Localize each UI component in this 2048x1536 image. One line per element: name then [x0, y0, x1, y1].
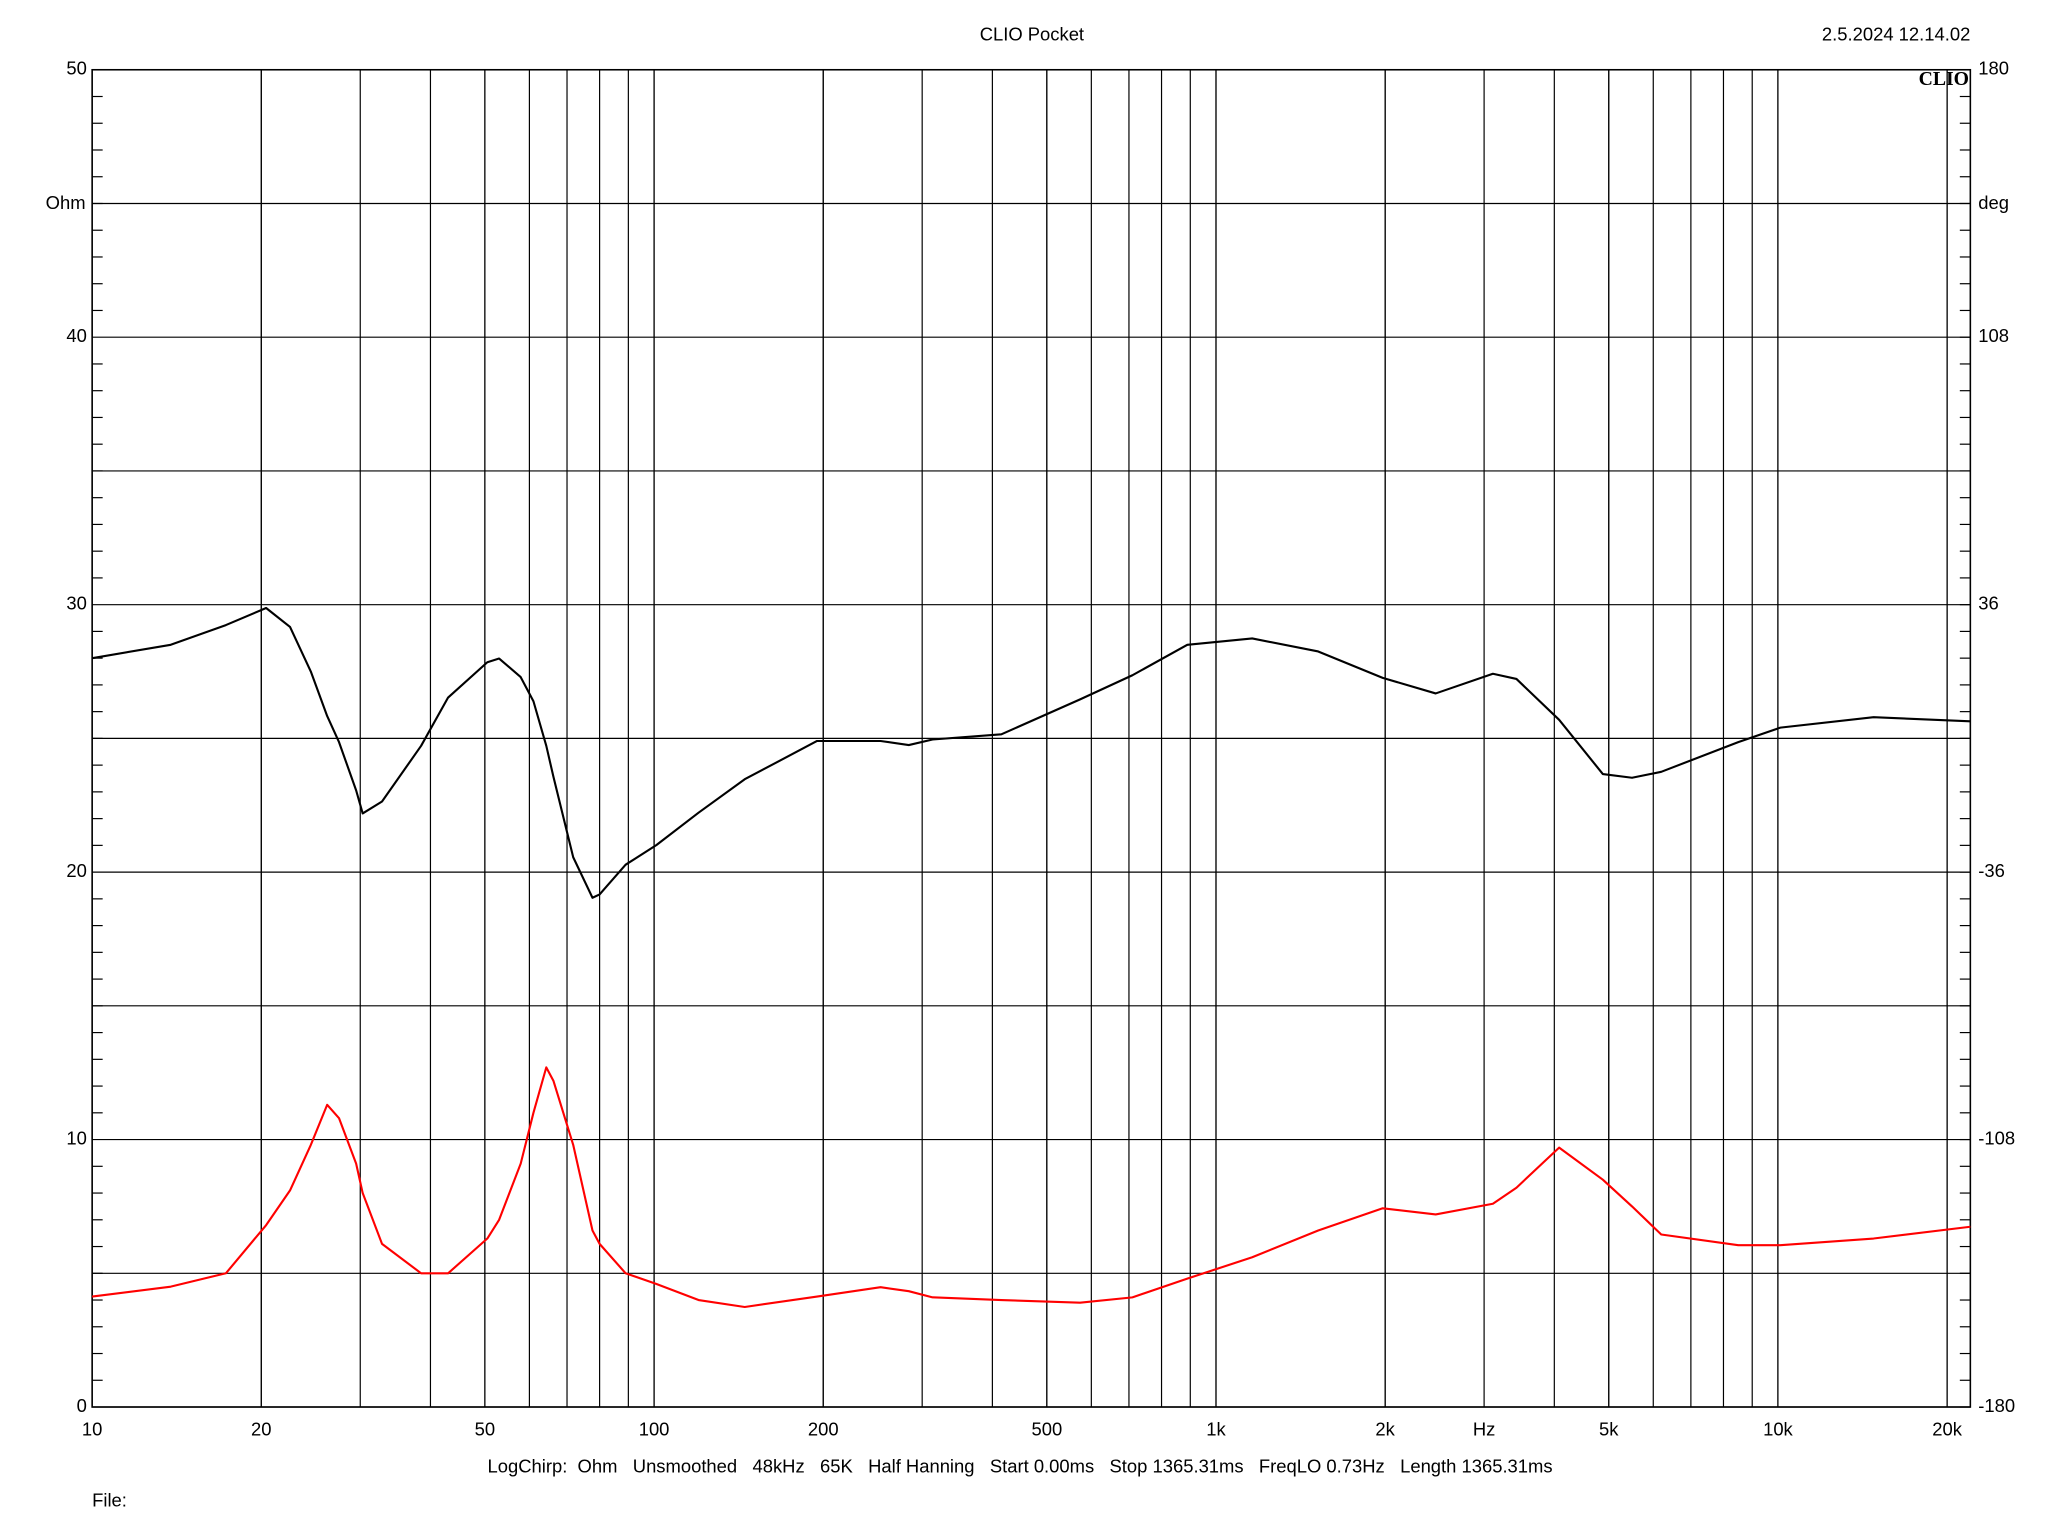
- y2-axis-label: deg: [1978, 192, 2009, 213]
- x-axis-label: Hz: [1473, 1419, 1496, 1440]
- x-tick-label: 10k: [1763, 1419, 1793, 1440]
- chart-title: CLIO Pocket: [980, 23, 1084, 44]
- y2-tick-label: 36: [1978, 593, 1998, 614]
- x-tick-label: 20: [251, 1419, 271, 1440]
- series-line: [91, 606, 1971, 899]
- y2-tick-label: -180: [1978, 1395, 2015, 1416]
- y-tick-label: 40: [66, 325, 86, 346]
- logo: CLIO: [1919, 68, 1969, 90]
- y-tick-label: 0: [77, 1395, 87, 1416]
- x-tick-label: 50: [475, 1419, 495, 1440]
- footer-info: LogChirp: Ohm Unsmoothed 48kHz 65K Half …: [488, 1455, 1553, 1476]
- x-tick-label: 200: [808, 1419, 839, 1440]
- x-tick-label: 10: [82, 1419, 102, 1440]
- x-tick-label: 5k: [1599, 1419, 1619, 1440]
- y2-tick-label: -36: [1978, 860, 2005, 881]
- x-tick-label: 1k: [1206, 1419, 1226, 1440]
- x-tick-label: 2k: [1375, 1419, 1395, 1440]
- series-line: [92, 1066, 1971, 1309]
- y2-tick-label: -108: [1978, 1127, 2015, 1148]
- y-tick-label: 30: [66, 593, 86, 614]
- x-tick-label: 20k: [1932, 1419, 1962, 1440]
- plot-frame: [91, 68, 1972, 1408]
- file-label: File:: [92, 1490, 127, 1511]
- y-axis-label: Ohm: [46, 192, 86, 213]
- x-tick-label: 500: [1031, 1419, 1062, 1440]
- x-tick-label: 100: [639, 1419, 670, 1440]
- y-tick-label: 20: [66, 860, 86, 881]
- y-tick-label: 50: [66, 58, 86, 79]
- timestamp: 2.5.2024 12.14.02: [1822, 23, 1970, 44]
- y-tick-label: 10: [66, 1127, 86, 1148]
- y2-tick-label: 108: [1978, 325, 2009, 346]
- y2-tick-label: 180: [1978, 58, 2009, 79]
